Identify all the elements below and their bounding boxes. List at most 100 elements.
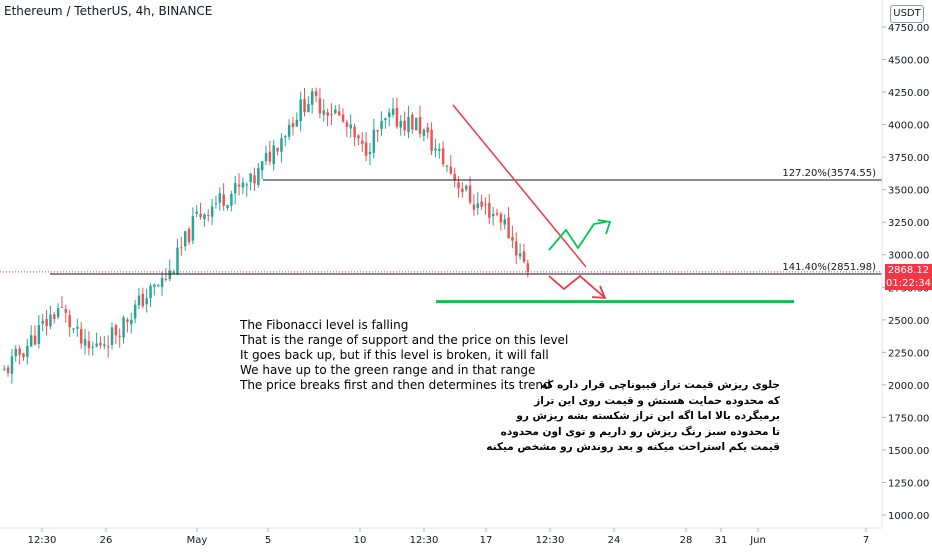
candle-body [218, 193, 222, 203]
candle-body [465, 185, 468, 190]
candle-body [357, 135, 360, 139]
candle-body [299, 99, 302, 122]
time-tick-label: 12:30 [410, 535, 439, 546]
candle-body [488, 203, 491, 218]
price-tick-label: 1750.00 [888, 413, 929, 424]
time-tick-label: Jun [749, 535, 766, 546]
candle-body [10, 356, 14, 374]
time-tick-label: 12:30 [536, 535, 565, 546]
candle-body [6, 367, 10, 373]
candle-body [245, 184, 249, 186]
price-tick-label: 3250.00 [888, 218, 929, 229]
candle-body [103, 344, 106, 347]
candle-body [91, 346, 95, 348]
candle-body [380, 120, 383, 129]
candle-body [476, 203, 480, 208]
candle-body [449, 166, 453, 174]
candle-body [330, 114, 333, 116]
candle-body [518, 253, 522, 257]
candle-body [260, 161, 264, 171]
candle-body [341, 114, 345, 122]
candle-body [399, 121, 403, 128]
annotation-fa-line: برمیگرده بالا اما اگه این تراز شکسته بشه… [516, 410, 780, 422]
arrow-head-icon [591, 285, 607, 300]
time-tick-label: 24 [608, 535, 621, 546]
annotation-en-line: The price breaks first and then determin… [240, 378, 551, 392]
candle-body [60, 306, 64, 308]
candle-body [180, 247, 183, 249]
time-tick-label: 7 [863, 535, 869, 546]
candle-body [237, 184, 241, 187]
candle-body [53, 314, 56, 319]
candle-body [214, 203, 218, 205]
candle-body [337, 111, 341, 116]
candle-body [422, 129, 426, 136]
candle-body [287, 124, 291, 137]
time-tick-label: 12:30 [28, 535, 57, 546]
candle-body [122, 317, 125, 338]
candle-body [468, 185, 472, 203]
annotation-fa-line: قیمت یکم استراحت میکنه و بعد روندش رو مش… [486, 441, 780, 453]
candle-body [72, 328, 75, 330]
candle-body [414, 118, 418, 131]
candle-body [426, 127, 429, 133]
candle-body [491, 213, 495, 217]
candle-body [164, 278, 168, 280]
current-price-tag: 2868.12 [885, 264, 932, 277]
price-tick-label: 2000.00 [888, 381, 929, 392]
candle-body [137, 295, 141, 306]
candle-body [314, 91, 318, 96]
candle-body [160, 277, 164, 287]
candle-body [33, 335, 37, 345]
price-tick-label: 4000.00 [888, 121, 929, 132]
candle-body [480, 201, 483, 207]
price-tick-label: 3000.00 [888, 251, 929, 262]
price-tick-label: 3500.00 [888, 186, 929, 197]
candle-body [191, 216, 195, 241]
candle-body [345, 122, 349, 128]
candle-body [403, 120, 406, 131]
candle-body [110, 327, 114, 345]
candle-body [199, 213, 202, 218]
candle-body [326, 112, 329, 116]
candle-body [157, 285, 160, 287]
time-tick-label: 26 [100, 535, 113, 546]
candle-body [29, 335, 33, 347]
candle-body [280, 138, 283, 152]
annotation-en-line: It goes back up, but if this level is br… [240, 348, 549, 362]
candle-body [249, 173, 252, 182]
candle-body [353, 126, 356, 138]
candle-body [395, 107, 399, 127]
candle-body [80, 328, 83, 344]
currency-button[interactable]: USDT [890, 5, 924, 23]
candle-body [18, 348, 21, 355]
candle-body [411, 114, 414, 130]
candle-body [457, 182, 460, 189]
candle-body [303, 98, 306, 113]
time-axis[interactable]: 12:30 26 May 5 10 12:30 17 12:30 24 28 31 Jun 7 [0, 527, 882, 546]
candle-body [272, 145, 275, 165]
candle-countdown: 01:22:34 [885, 277, 932, 290]
candle-body [114, 324, 118, 336]
candle-body [149, 285, 152, 299]
candle-body [418, 117, 422, 134]
annotation-en-line: The Fibonacci level is falling [240, 318, 409, 332]
candle-body [522, 251, 526, 262]
candle-body [322, 110, 326, 115]
candle-body [195, 211, 198, 214]
annotation-fa-line: که محدوده حمایت هستش و قیمت روی این تراز [534, 394, 780, 407]
candle-body [68, 315, 71, 328]
candle-body [76, 326, 79, 329]
candle-body [145, 298, 148, 305]
candle-body [3, 368, 6, 370]
time-tick-label: 28 [680, 535, 693, 546]
price-tick-label: 2250.00 [888, 348, 929, 359]
candle-body [507, 217, 510, 238]
descending-trendline [452, 104, 587, 268]
candle-body [284, 136, 287, 138]
candle-body [230, 193, 233, 206]
candle-body [361, 140, 364, 144]
symbol-title[interactable]: Ethereum / TetherUS, 4h, BINANCE [4, 4, 213, 18]
